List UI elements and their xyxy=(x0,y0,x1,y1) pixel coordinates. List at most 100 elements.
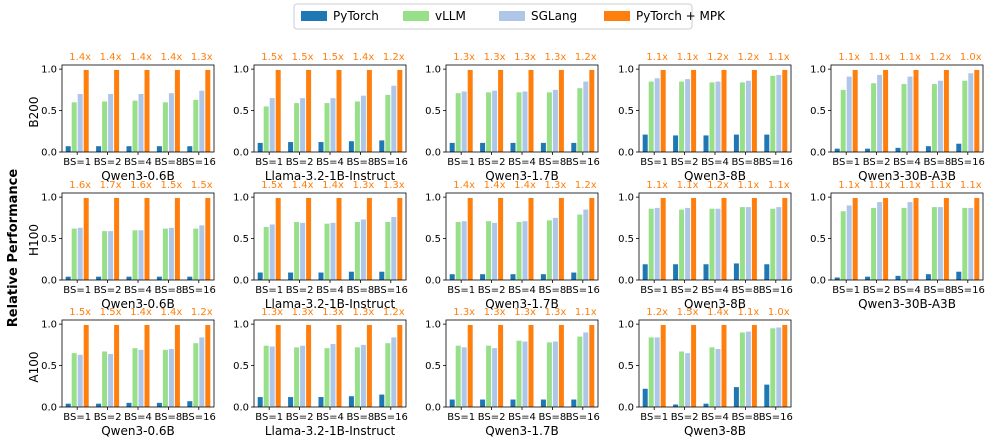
legend-label-vllm: vLLM xyxy=(435,9,466,23)
x-tick-label-h100-llama-3-2-1b-instruct-bs-1: BS=1 xyxy=(255,285,283,296)
x-tick-label-b200-qwen3-8b-bs-16: BS=16 xyxy=(759,157,793,168)
bar-a100-qwen3-8b-bs-1-sglang xyxy=(654,337,660,407)
bar-a100-llama-3-2-1b-instruct-bs-8-sglang xyxy=(360,344,366,407)
bar-h100-qwen3-30b-a3b-bs-16-pytorch xyxy=(956,271,962,280)
y-tick-label-a100-qwen3-0-6b-1-0: 1.0 xyxy=(41,320,57,331)
bar-a100-llama-3-2-1b-instruct-bs-8-vllm xyxy=(354,347,360,407)
speedup-label-b200-qwen3-8b-bs-4: 1.2x xyxy=(707,52,729,63)
speedup-label-a100-qwen3-0-6b-bs-1: 1.5x xyxy=(69,307,91,318)
row-label-h100: H100 xyxy=(27,224,41,256)
bar-b200-qwen3-30b-a3b-bs-16-pytorch xyxy=(956,143,962,152)
bar-h100-qwen3-0-6b-bs-16-pytorch xyxy=(187,276,193,280)
bar-b200-qwen3-0-6b-bs-16-vllm xyxy=(193,99,199,152)
bar-b200-llama-3-2-1b-instruct-bs-1-vllm xyxy=(263,106,269,152)
axes-frame-b200-llama-3-2-1b-instruct xyxy=(253,64,407,153)
bar-b200-qwen3-0-6b-bs-16-pytorch xyxy=(187,146,193,152)
bar-b200-qwen3-8b-bs-16-vllm xyxy=(770,75,776,152)
bar-h100-qwen3-0-6b-bs-4-pytorch xyxy=(126,276,132,280)
bar-b200-llama-3-2-1b-instruct-bs-8-pytorch xyxy=(348,141,354,152)
y-tick-label-h100-qwen3-8b-0-5: 0.5 xyxy=(618,234,634,245)
row-label-b200: B200 xyxy=(27,96,41,127)
bar-a100-llama-3-2-1b-instruct-bs-1-sglang xyxy=(269,346,275,407)
speedup-label-a100-llama-3-2-1b-instruct-bs-8: 1.3x xyxy=(352,307,374,318)
bar-h100-qwen3-1-7b-bs-4-pytorch-mpk xyxy=(528,197,534,280)
x-tick-label-b200-qwen3-0-6b-bs-8: BS=8 xyxy=(155,157,183,168)
bar-a100-qwen3-1-7b-bs-4-sglang xyxy=(522,341,528,407)
bar-b200-llama-3-2-1b-instruct-bs-8-sglang xyxy=(360,95,366,152)
x-tick-label-b200-qwen3-8b-bs-8: BS=8 xyxy=(732,157,760,168)
speedup-label-a100-llama-3-2-1b-instruct-bs-1: 1.3x xyxy=(261,307,283,318)
bar-h100-qwen3-0-6b-bs-2-vllm xyxy=(102,231,108,280)
model-title-h100-qwen3-1-7b: Qwen3-1.7B xyxy=(485,297,559,311)
bar-h100-qwen3-8b-bs-2-vllm xyxy=(679,209,685,280)
bar-h100-qwen3-1-7b-bs-2-pytorch-mpk xyxy=(498,197,504,280)
legend-label-mpk: PyTorch + MPK xyxy=(636,9,726,23)
x-tick-label-a100-qwen3-1-7b-bs-4: BS=4 xyxy=(508,412,536,423)
speedup-label-b200-qwen3-0-6b-bs-4: 1.4x xyxy=(130,52,152,63)
x-tick-label-h100-qwen3-30b-a3b-bs-2: BS=2 xyxy=(863,285,891,296)
bar-h100-llama-3-2-1b-instruct-bs-2-sglang xyxy=(300,222,306,280)
speedup-label-h100-llama-3-2-1b-instruct-bs-2: 1.4x xyxy=(292,180,314,191)
speedup-label-a100-qwen3-1-7b-bs-16: 1.1x xyxy=(575,307,597,318)
speedup-label-h100-qwen3-0-6b-bs-8: 1.5x xyxy=(160,180,182,191)
bar-h100-qwen3-30b-a3b-bs-1-pytorch xyxy=(834,277,840,280)
x-tick-label-h100-llama-3-2-1b-instruct-bs-2: BS=2 xyxy=(286,285,314,296)
bar-b200-qwen3-1-7b-bs-1-pytorch xyxy=(449,142,455,152)
y-tick-label-a100-qwen3-8b-0-0: 0.0 xyxy=(618,403,634,414)
bar-a100-qwen3-1-7b-bs-16-pytorch xyxy=(571,399,577,407)
bar-h100-qwen3-1-7b-bs-16-pytorch-mpk xyxy=(589,197,595,280)
bar-b200-qwen3-0-6b-bs-1-vllm xyxy=(71,102,77,152)
speedup-label-b200-qwen3-8b-bs-1: 1.1x xyxy=(646,52,668,63)
bar-h100-qwen3-30b-a3b-bs-1-sglang xyxy=(846,205,852,280)
panel-h100-qwen3-0-6b: 1.6x BS=1 1.7x BS=2 1.6x BS=4 1.5x BS=8 1.5x BS=1… xyxy=(41,180,216,311)
y-tick-label-h100-llama-3-2-1b-instruct-1-0: 1.0 xyxy=(233,193,249,204)
x-tick-label-b200-qwen3-8b-bs-4: BS=4 xyxy=(701,157,729,168)
speedup-label-h100-qwen3-0-6b-bs-16: 1.5x xyxy=(191,180,213,191)
panel-b200-qwen3-0-6b: 1.4x BS=1 1.4x BS=2 1.4x BS=4 1.4x BS=8 1.3x BS=1… xyxy=(41,52,216,183)
speedup-label-h100-qwen3-8b-bs-1: 1.1x xyxy=(646,180,668,191)
legend-label-pytorch: PyTorch xyxy=(333,9,379,23)
y-tick-label-b200-qwen3-8b-1-0: 1.0 xyxy=(618,65,634,76)
bar-h100-qwen3-30b-a3b-bs-4-sglang xyxy=(907,202,913,280)
bar-h100-llama-3-2-1b-instruct-bs-2-pytorch xyxy=(288,272,294,280)
bar-h100-qwen3-30b-a3b-bs-1-pytorch-mpk xyxy=(852,197,858,280)
x-tick-label-b200-llama-3-2-1b-instruct-bs-2: BS=2 xyxy=(286,157,314,168)
speedup-label-b200-qwen3-8b-bs-8: 1.2x xyxy=(737,52,759,63)
bar-a100-qwen3-0-6b-bs-16-pytorch-mpk xyxy=(205,324,211,407)
bar-h100-qwen3-30b-a3b-bs-8-pytorch xyxy=(925,274,931,280)
bar-h100-qwen3-0-6b-bs-2-sglang xyxy=(108,231,114,280)
speedup-label-h100-qwen3-30b-a3b-bs-8: 1.1x xyxy=(929,180,951,191)
bar-b200-qwen3-1-7b-bs-4-pytorch xyxy=(510,142,516,152)
bar-b200-llama-3-2-1b-instruct-bs-2-vllm xyxy=(294,103,300,152)
bar-b200-qwen3-8b-bs-8-pytorch xyxy=(733,134,739,152)
bar-h100-qwen3-8b-bs-16-pytorch xyxy=(764,264,770,280)
bar-b200-llama-3-2-1b-instruct-bs-16-pytorch xyxy=(379,140,385,152)
y-tick-label-b200-qwen3-0-6b-0-0: 0.0 xyxy=(41,148,57,159)
bar-b200-qwen3-1-7b-bs-4-vllm xyxy=(516,92,522,152)
bar-h100-llama-3-2-1b-instruct-bs-8-vllm xyxy=(354,222,360,280)
speedup-label-b200-qwen3-30b-a3b-bs-2: 1.1x xyxy=(869,52,891,63)
bar-b200-qwen3-0-6b-bs-1-pytorch-mpk xyxy=(83,69,89,152)
bar-h100-qwen3-8b-bs-8-vllm xyxy=(739,207,745,280)
speedup-label-b200-qwen3-30b-a3b-bs-4: 1.1x xyxy=(899,52,921,63)
panel-a100-llama-3-2-1b-instruct: 1.3x BS=1 1.3x BS=2 1.3x BS=4 1.3x BS=8 1.2x BS=1… xyxy=(233,307,408,438)
speedup-label-h100-qwen3-30b-a3b-bs-1: 1.1x xyxy=(838,180,860,191)
bar-a100-qwen3-1-7b-bs-2-sglang xyxy=(492,348,498,407)
bar-a100-qwen3-8b-bs-16-vllm xyxy=(770,328,776,407)
bar-a100-llama-3-2-1b-instruct-bs-2-pytorch xyxy=(288,397,294,407)
bar-b200-qwen3-30b-a3b-bs-1-pytorch-mpk xyxy=(852,69,858,152)
bar-b200-qwen3-1-7b-bs-2-pytorch-mpk xyxy=(498,69,504,152)
y-tick-label-a100-qwen3-1-7b-0-0: 0.0 xyxy=(425,403,441,414)
bar-h100-llama-3-2-1b-instruct-bs-16-pytorch-mpk xyxy=(397,197,403,280)
x-tick-label-b200-qwen3-1-7b-bs-2: BS=2 xyxy=(478,157,506,168)
bar-h100-qwen3-0-6b-bs-1-vllm xyxy=(71,228,77,280)
bar-a100-qwen3-1-7b-bs-8-vllm xyxy=(546,342,552,407)
bar-b200-qwen3-0-6b-bs-2-pytorch-mpk xyxy=(114,69,120,152)
bar-a100-llama-3-2-1b-instruct-bs-16-sglang xyxy=(391,337,397,407)
bar-a100-qwen3-1-7b-bs-4-pytorch-mpk xyxy=(528,324,534,407)
bar-b200-qwen3-8b-bs-16-pytorch-mpk xyxy=(782,69,788,152)
bar-b200-qwen3-30b-a3b-bs-8-pytorch-mpk xyxy=(943,69,949,152)
x-tick-label-b200-llama-3-2-1b-instruct-bs-8: BS=8 xyxy=(347,157,375,168)
x-tick-label-b200-llama-3-2-1b-instruct-bs-1: BS=1 xyxy=(255,157,283,168)
bar-b200-qwen3-8b-bs-1-pytorch-mpk xyxy=(660,69,666,152)
